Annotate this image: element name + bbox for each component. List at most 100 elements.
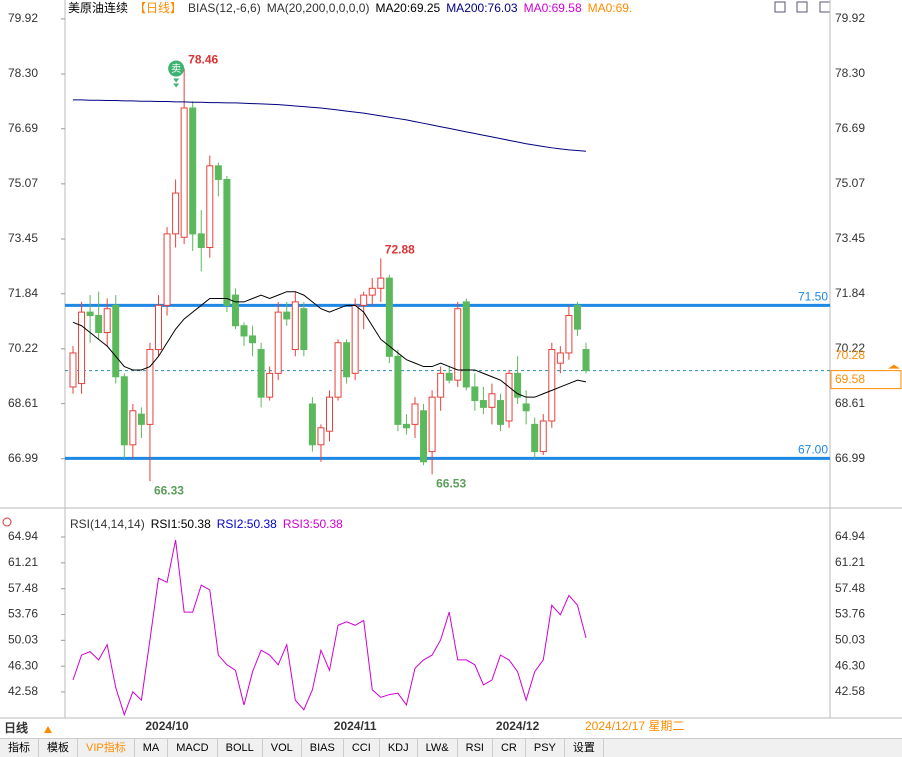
- candle-body: [163, 233, 171, 306]
- legend-entry: MA0:69.: [587, 1, 633, 15]
- candle-body: [197, 233, 205, 248]
- y-tick-label-right: 71.84: [835, 286, 865, 300]
- period-label: 日线: [4, 720, 28, 735]
- candle-body: [206, 165, 214, 248]
- toolbar-tab[interactable]: 模板: [39, 739, 78, 757]
- icon: [819, 1, 831, 13]
- toolbar-tab[interactable]: PSY: [526, 739, 565, 757]
- y-tick-label-right: 61.21: [835, 555, 865, 569]
- candle-body: [274, 311, 282, 374]
- legend-entry: RSI(14,14,14): [70, 517, 145, 531]
- period: 【日线】: [134, 1, 183, 15]
- low-annotation: 66.33: [154, 483, 184, 497]
- y-tick-label-right: 57.48: [835, 581, 865, 595]
- toolbar-tab[interactable]: BIAS: [302, 739, 344, 757]
- candle-body: [257, 349, 265, 398]
- line-label: 67.00: [798, 443, 828, 457]
- toolbar: 指标 模板 VIP指标 MA MACD BOLL VOL BIAS CCI KDJ LW& RSI CR…: [0, 738, 902, 757]
- candle-body: [556, 352, 564, 364]
- candle-body: [437, 372, 445, 398]
- panel-icon: [2, 517, 12, 527]
- toolbar-tab[interactable]: 设置: [565, 739, 604, 757]
- y-tick-label: 71.84: [8, 286, 38, 300]
- candle-body: [146, 349, 154, 425]
- y-tick-label: 61.21: [8, 555, 38, 569]
- toolbar-tab[interactable]: KDJ: [380, 739, 418, 757]
- chart-header: 美原油连续 【日线】 BIAS(12,-6,6) MA(20,200,0,0,0,…: [68, 0, 632, 16]
- y-tick-label-right: 73.45: [835, 231, 865, 245]
- candle-body: [377, 277, 385, 289]
- y-tick-label-right: 70.22: [835, 341, 865, 355]
- candle-body: [103, 308, 111, 334]
- candle-body: [308, 403, 316, 446]
- candle-body: [548, 349, 556, 422]
- toolbar-tab[interactable]: VIP指标: [78, 739, 135, 757]
- legend-entry: RSI2:50.38: [217, 517, 277, 531]
- toolbar-tab[interactable]: MA: [135, 739, 169, 757]
- legend-entry: RSI3:50.38: [283, 517, 343, 531]
- candle-body: [189, 107, 197, 235]
- cursor-arrow: [888, 364, 900, 369]
- y-tick-label: 73.45: [8, 231, 38, 245]
- candle-body: [223, 178, 231, 306]
- indicator: MA(20,200,0,0,0,0): [266, 1, 370, 15]
- y-tick-label: 46.30: [8, 658, 38, 672]
- sell-signal-label: 卖: [171, 63, 181, 75]
- cursor-date: 2024/12/17 星期二: [585, 719, 684, 733]
- indicator-line: [72, 291, 587, 398]
- candle-body: [240, 325, 248, 337]
- candle-body: [155, 304, 162, 351]
- candle-body: [573, 304, 581, 330]
- sell-signal: [168, 60, 185, 77]
- toolbar-tab[interactable]: MACD: [168, 739, 218, 757]
- y-tick-label-right: 46.30: [835, 658, 865, 672]
- candle-body: [420, 410, 428, 463]
- candle-body: [522, 403, 530, 412]
- high-annotation: 78.46: [188, 53, 218, 67]
- y-tick-label-right: 42.58: [835, 684, 865, 698]
- candle-body: [497, 400, 504, 425]
- line-label: 71.50: [798, 289, 828, 303]
- period-arrow: [44, 726, 52, 733]
- candle-body: [394, 355, 402, 425]
- y-tick-label: 42.58: [8, 684, 38, 698]
- candle-body: [326, 396, 333, 432]
- toolbar-tab[interactable]: 指标: [0, 739, 39, 757]
- candle-body: [112, 304, 120, 378]
- candle-body: [78, 311, 86, 385]
- y-tick-label-right: 64.94: [835, 529, 865, 543]
- candle-body: [300, 308, 308, 351]
- y-tick-label: 66.99: [8, 451, 38, 465]
- toolbar-tab[interactable]: CR: [493, 739, 526, 757]
- indicator-line: [73, 99, 587, 152]
- toolbar-tab[interactable]: BOLL: [218, 739, 263, 757]
- candle-body: [402, 423, 410, 429]
- y-tick-label-right: 66.99: [835, 451, 865, 465]
- candle-body: [514, 372, 522, 398]
- icon: [774, 1, 786, 13]
- candle-body: [137, 413, 145, 425]
- last-price-label: 69.58: [835, 372, 865, 386]
- toolbar-tab[interactable]: VOL: [263, 739, 302, 757]
- candle-body: [505, 372, 513, 422]
- legend-entry: MA20:69.25: [375, 1, 441, 15]
- candle-body: [479, 400, 487, 408]
- toolbar-tab[interactable]: RSI: [458, 739, 493, 757]
- y-tick-label-right: 76.69: [835, 121, 865, 135]
- toolbar-tab[interactable]: LW&: [418, 739, 458, 757]
- y-tick-label-right: 79.92: [835, 11, 865, 25]
- indicator: BIAS(12,-6,6): [188, 1, 261, 15]
- y-tick-label: 57.48: [8, 581, 38, 595]
- low-annotation: 66.53: [436, 477, 466, 491]
- candle-body: [249, 335, 257, 344]
- y-tick-label: 50.03: [8, 632, 38, 646]
- y-tick-label-right: 78.30: [835, 66, 865, 80]
- candle-body: [462, 301, 470, 388]
- x-tick-label: 2024/10: [145, 719, 189, 733]
- toolbar-tab[interactable]: CCI: [344, 739, 380, 757]
- y-tick-label-right: 75.07: [835, 176, 865, 190]
- y-tick-label: 70.22: [8, 341, 38, 355]
- candle-body: [95, 315, 103, 334]
- candle-body: [86, 311, 94, 317]
- chart-title: 美原油连续: [68, 1, 129, 15]
